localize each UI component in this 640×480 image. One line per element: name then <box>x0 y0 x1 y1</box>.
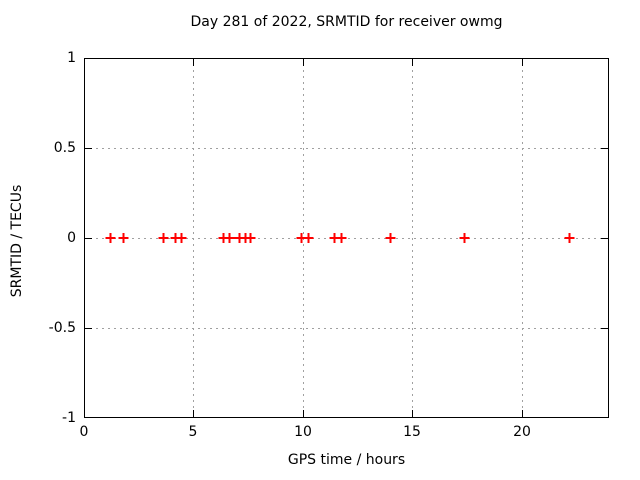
data-point-marker <box>118 233 129 243</box>
y-tick-label: 0 <box>67 230 76 246</box>
data-point-marker <box>224 233 235 243</box>
y-tick-label: -1 <box>62 410 76 426</box>
data-point-marker <box>303 233 314 243</box>
chart-title: Day 281 of 2022, SRMTID for receiver owm… <box>190 14 503 30</box>
x-axis-title: GPS time / hours <box>287 452 406 468</box>
x-tick-label: 0 <box>79 424 89 440</box>
x-tick-label: 15 <box>403 424 421 440</box>
plot-border <box>84 58 609 418</box>
x-tick-label: 10 <box>294 424 312 440</box>
data-point-marker <box>385 233 396 243</box>
data-point-marker <box>105 233 116 243</box>
plot-canvas <box>84 58 609 418</box>
x-tick-label: 20 <box>513 424 531 440</box>
y-tick-label: 0.5 <box>53 140 76 156</box>
y-tick-label: -0.5 <box>48 320 76 336</box>
y-axis-title-text: SRMTID / TECUs <box>9 184 25 298</box>
data-point-marker <box>176 233 187 243</box>
data-point-marker <box>158 233 169 243</box>
data-point-marker <box>336 233 347 243</box>
plot-area <box>84 58 609 418</box>
x-tick-label: 5 <box>188 424 198 440</box>
y-tick-label: 1 <box>67 50 76 66</box>
data-point-marker <box>459 233 470 243</box>
data-point-marker <box>245 233 256 243</box>
data-point-marker <box>564 233 575 243</box>
